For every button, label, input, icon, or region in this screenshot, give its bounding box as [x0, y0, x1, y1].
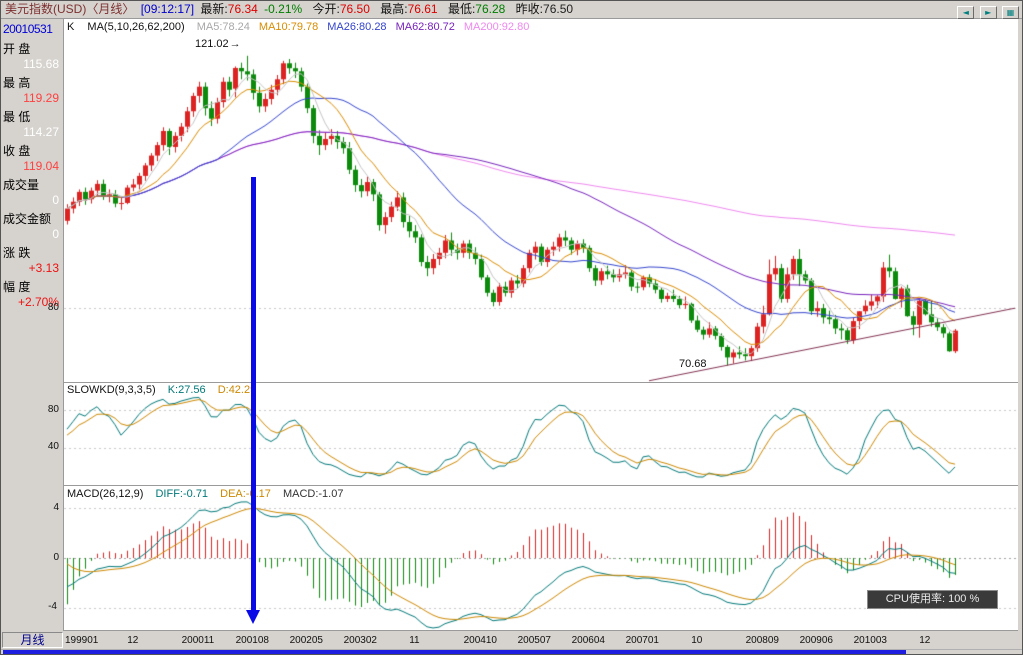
info-value: 0 — [52, 193, 59, 207]
low-price-label: 70.68 — [679, 357, 707, 370]
x-axis-label: 12 — [127, 635, 139, 646]
info-value: +3.13 — [28, 261, 59, 275]
instrument-title: 美元指数(USD)〈月线〉 — [5, 2, 135, 16]
info-label: 涨 跌 — [3, 246, 31, 260]
peak-annotation: 121.02→ — [195, 38, 241, 50]
info-label: 收 盘 — [3, 144, 31, 158]
x-axis-label: 11 — [409, 635, 420, 646]
macd-bar-value: MACD:-1.07 — [282, 488, 344, 500]
annotation-arrow-shaft — [251, 177, 256, 610]
x-axis-label: 200108 — [235, 635, 269, 646]
x-axis-label: 200701 — [625, 635, 659, 646]
macd-dea-value: DEA:-0.17 — [220, 488, 271, 500]
info-label: 开 盘 — [3, 42, 31, 56]
macd-title: MACD(26,12,9) — [67, 488, 144, 500]
info-value: 115.68 — [23, 57, 59, 71]
x-axis-label: 201003 — [853, 635, 887, 646]
info-label: 最 高 — [3, 76, 31, 90]
period-indicator[interactable]: 月线 — [2, 632, 63, 648]
x-axis-label: 200011 — [181, 635, 215, 646]
x-axis-label: 200906 — [799, 635, 833, 646]
today-open-label: 今开: — [312, 2, 340, 16]
macd-panel-area[interactable] — [63, 485, 1018, 631]
macd-y-label-neg4: -4 — [48, 601, 57, 612]
latest-label: 最新: — [200, 2, 228, 16]
x-axis-row: 月线 199901 12 200011 200108 200205 200302 11 200… — [1, 631, 1022, 649]
x-axis-label: 200410 — [463, 635, 497, 646]
peak-arrow-icon: → — [229, 37, 241, 50]
macd-legend: MACD(26,12,9) DIFF:-0.71 DEA:-0.17 MACD:… — [67, 488, 343, 500]
today-open-value: 76.50 — [339, 2, 370, 16]
quote-info-rows: 开 盘 115.68 最 高 119.29 最 低 114.27 收 盘 119.04 成交量 0… — [1, 38, 63, 310]
today-high-label: 最高: — [380, 2, 408, 16]
macd-y-label-0: 0 — [53, 552, 59, 563]
layout-grid-button[interactable]: ▦ — [1002, 6, 1019, 19]
ma-legend-item: MA5:78.24 — [196, 21, 250, 33]
x-axis-label: 200809 — [745, 635, 779, 646]
prev-close-value: 76.50 — [543, 2, 574, 16]
horizontal-scrollbar[interactable] — [1, 649, 1022, 654]
info-label: 成交量 — [3, 178, 40, 192]
slowkd-title: SLOWKD(9,3,3,5) — [67, 384, 156, 396]
titlebar-buttons: ◄ ► ▦ — [955, 3, 1019, 20]
x-axis-label: 200205 — [289, 635, 323, 646]
ma-legend-values: MA5:78.24 MA10:79.78 MA26:80.28 MA62:80.72 M… — [197, 21, 539, 33]
k-legend-label: K — [67, 21, 75, 33]
today-high-value: 76.61 — [407, 2, 438, 16]
ma-legend-item: MA62:80.72 — [395, 21, 455, 33]
slowkd-k-value: K:27.56 — [167, 384, 206, 396]
x-axis-label: 10 — [691, 635, 703, 646]
page-right-button[interactable]: ► — [979, 6, 997, 19]
macd-diff-value: DIFF:-0.71 — [155, 488, 209, 500]
peak-price-label: 121.02 — [195, 37, 229, 50]
change-percent: -0.21% — [264, 2, 303, 16]
today-low-value: 76.28 — [475, 2, 506, 16]
x-axis-label: 200604 — [571, 635, 605, 646]
info-value: 119.29 — [23, 91, 59, 105]
ma-legend-item: MA26:80.28 — [327, 21, 387, 33]
info-label: 成交金额 — [3, 212, 52, 226]
cpu-usage-badge: CPU使用率: 100 % — [867, 590, 998, 609]
scrollbar-thumb[interactable] — [3, 650, 906, 654]
today-low-label: 最低: — [447, 2, 476, 16]
slowkd-panel-area[interactable] — [63, 382, 1018, 485]
prev-close-label: 昨收: — [515, 2, 544, 16]
x-axis-label: 12 — [919, 635, 931, 646]
kd-y-label-80: 80 — [47, 404, 59, 415]
x-axis-label: 200507 — [517, 635, 551, 646]
page-left-button[interactable]: ◄ — [957, 6, 975, 19]
ma-legend-item: MA10:79.78 — [258, 21, 319, 33]
info-value: 0 — [52, 227, 59, 241]
latest-value: 76.34 — [227, 2, 258, 16]
ma-legend-item: MA200:92.80 — [463, 21, 530, 33]
kd-y-label-40: 40 — [47, 441, 59, 452]
info-value: 119.04 — [23, 159, 59, 173]
info-label: 幅 度 — [3, 280, 31, 294]
main-chart-legend: K MA(5,10,26,62,200) MA5:78.24 MA10:79.78… — [67, 21, 538, 33]
main-chart-area[interactable] — [63, 19, 1018, 382]
main-y-label-80: 80 — [47, 302, 59, 313]
macd-y-label-4: 4 — [53, 502, 59, 513]
selected-date: 20010531 — [3, 22, 53, 36]
slowkd-legend: SLOWKD(9,3,3,5) K:27.56 D:42.29 — [67, 384, 265, 396]
x-axis-label: 200302 — [343, 635, 377, 646]
x-axis-label: 199901 — [65, 635, 99, 646]
quote-time: [09:12:17] — [140, 2, 195, 16]
annotation-arrow-head — [246, 610, 260, 624]
info-value: 114.27 — [23, 125, 59, 139]
info-label: 最 低 — [3, 110, 31, 124]
title-bar: 美元指数(USD)〈月线〉 [09:12:17] 最新:76.34 -0.21%… — [1, 1, 1022, 19]
ma-legend-title: MA(5,10,26,62,200) — [87, 21, 185, 33]
